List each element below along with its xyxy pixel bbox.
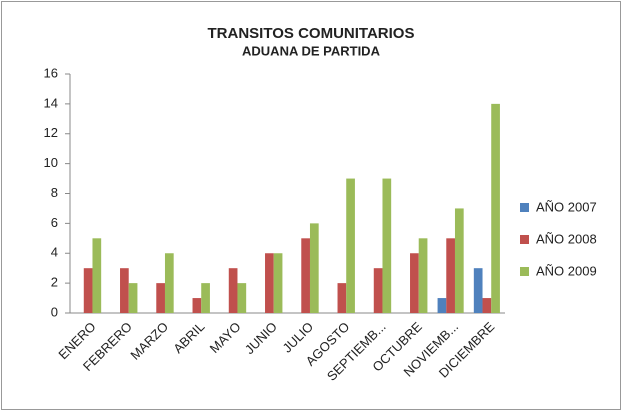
bar — [228, 268, 238, 313]
bar — [482, 298, 492, 313]
y-tick-label: 10 — [44, 155, 58, 170]
bar — [454, 208, 464, 313]
bar — [418, 238, 428, 313]
legend-swatch — [520, 267, 529, 276]
y-tick-label: 4 — [51, 245, 58, 260]
bar — [265, 253, 274, 313]
bar — [164, 253, 174, 313]
bar — [92, 238, 102, 313]
y-tick-label: 2 — [51, 275, 58, 290]
bar — [83, 268, 93, 313]
bar — [120, 268, 129, 313]
bar — [410, 253, 419, 313]
bar — [237, 283, 247, 313]
bar — [473, 268, 483, 313]
chart-subtitle: ADUANA DE PARTIDA — [242, 43, 381, 58]
y-tick-label: 0 — [51, 304, 58, 319]
bar — [382, 178, 392, 313]
legend-swatch — [520, 235, 529, 244]
bar — [446, 238, 455, 313]
legend-label: AÑO 2007 — [536, 199, 597, 214]
chart-title: TRANSITOS COMUNITARIOS — [208, 25, 415, 42]
y-tick-label: 12 — [44, 125, 58, 140]
bar — [491, 103, 500, 313]
y-tick-label: 6 — [51, 215, 58, 230]
bar — [201, 283, 210, 313]
bar — [346, 178, 355, 313]
y-tick-label: 14 — [44, 95, 58, 110]
bar — [309, 223, 319, 313]
bar — [337, 283, 347, 313]
y-tick-label: 8 — [51, 185, 58, 200]
y-tick-label: 16 — [44, 65, 58, 80]
legend-label: AÑO 2008 — [536, 231, 597, 246]
bar — [437, 298, 447, 313]
legend-label: AÑO 2009 — [536, 263, 597, 278]
bar — [128, 283, 138, 313]
bar — [273, 253, 283, 313]
legend-swatch — [520, 203, 529, 212]
bar — [192, 298, 202, 313]
bar — [156, 283, 165, 313]
bar — [373, 268, 383, 313]
bar — [301, 238, 310, 313]
